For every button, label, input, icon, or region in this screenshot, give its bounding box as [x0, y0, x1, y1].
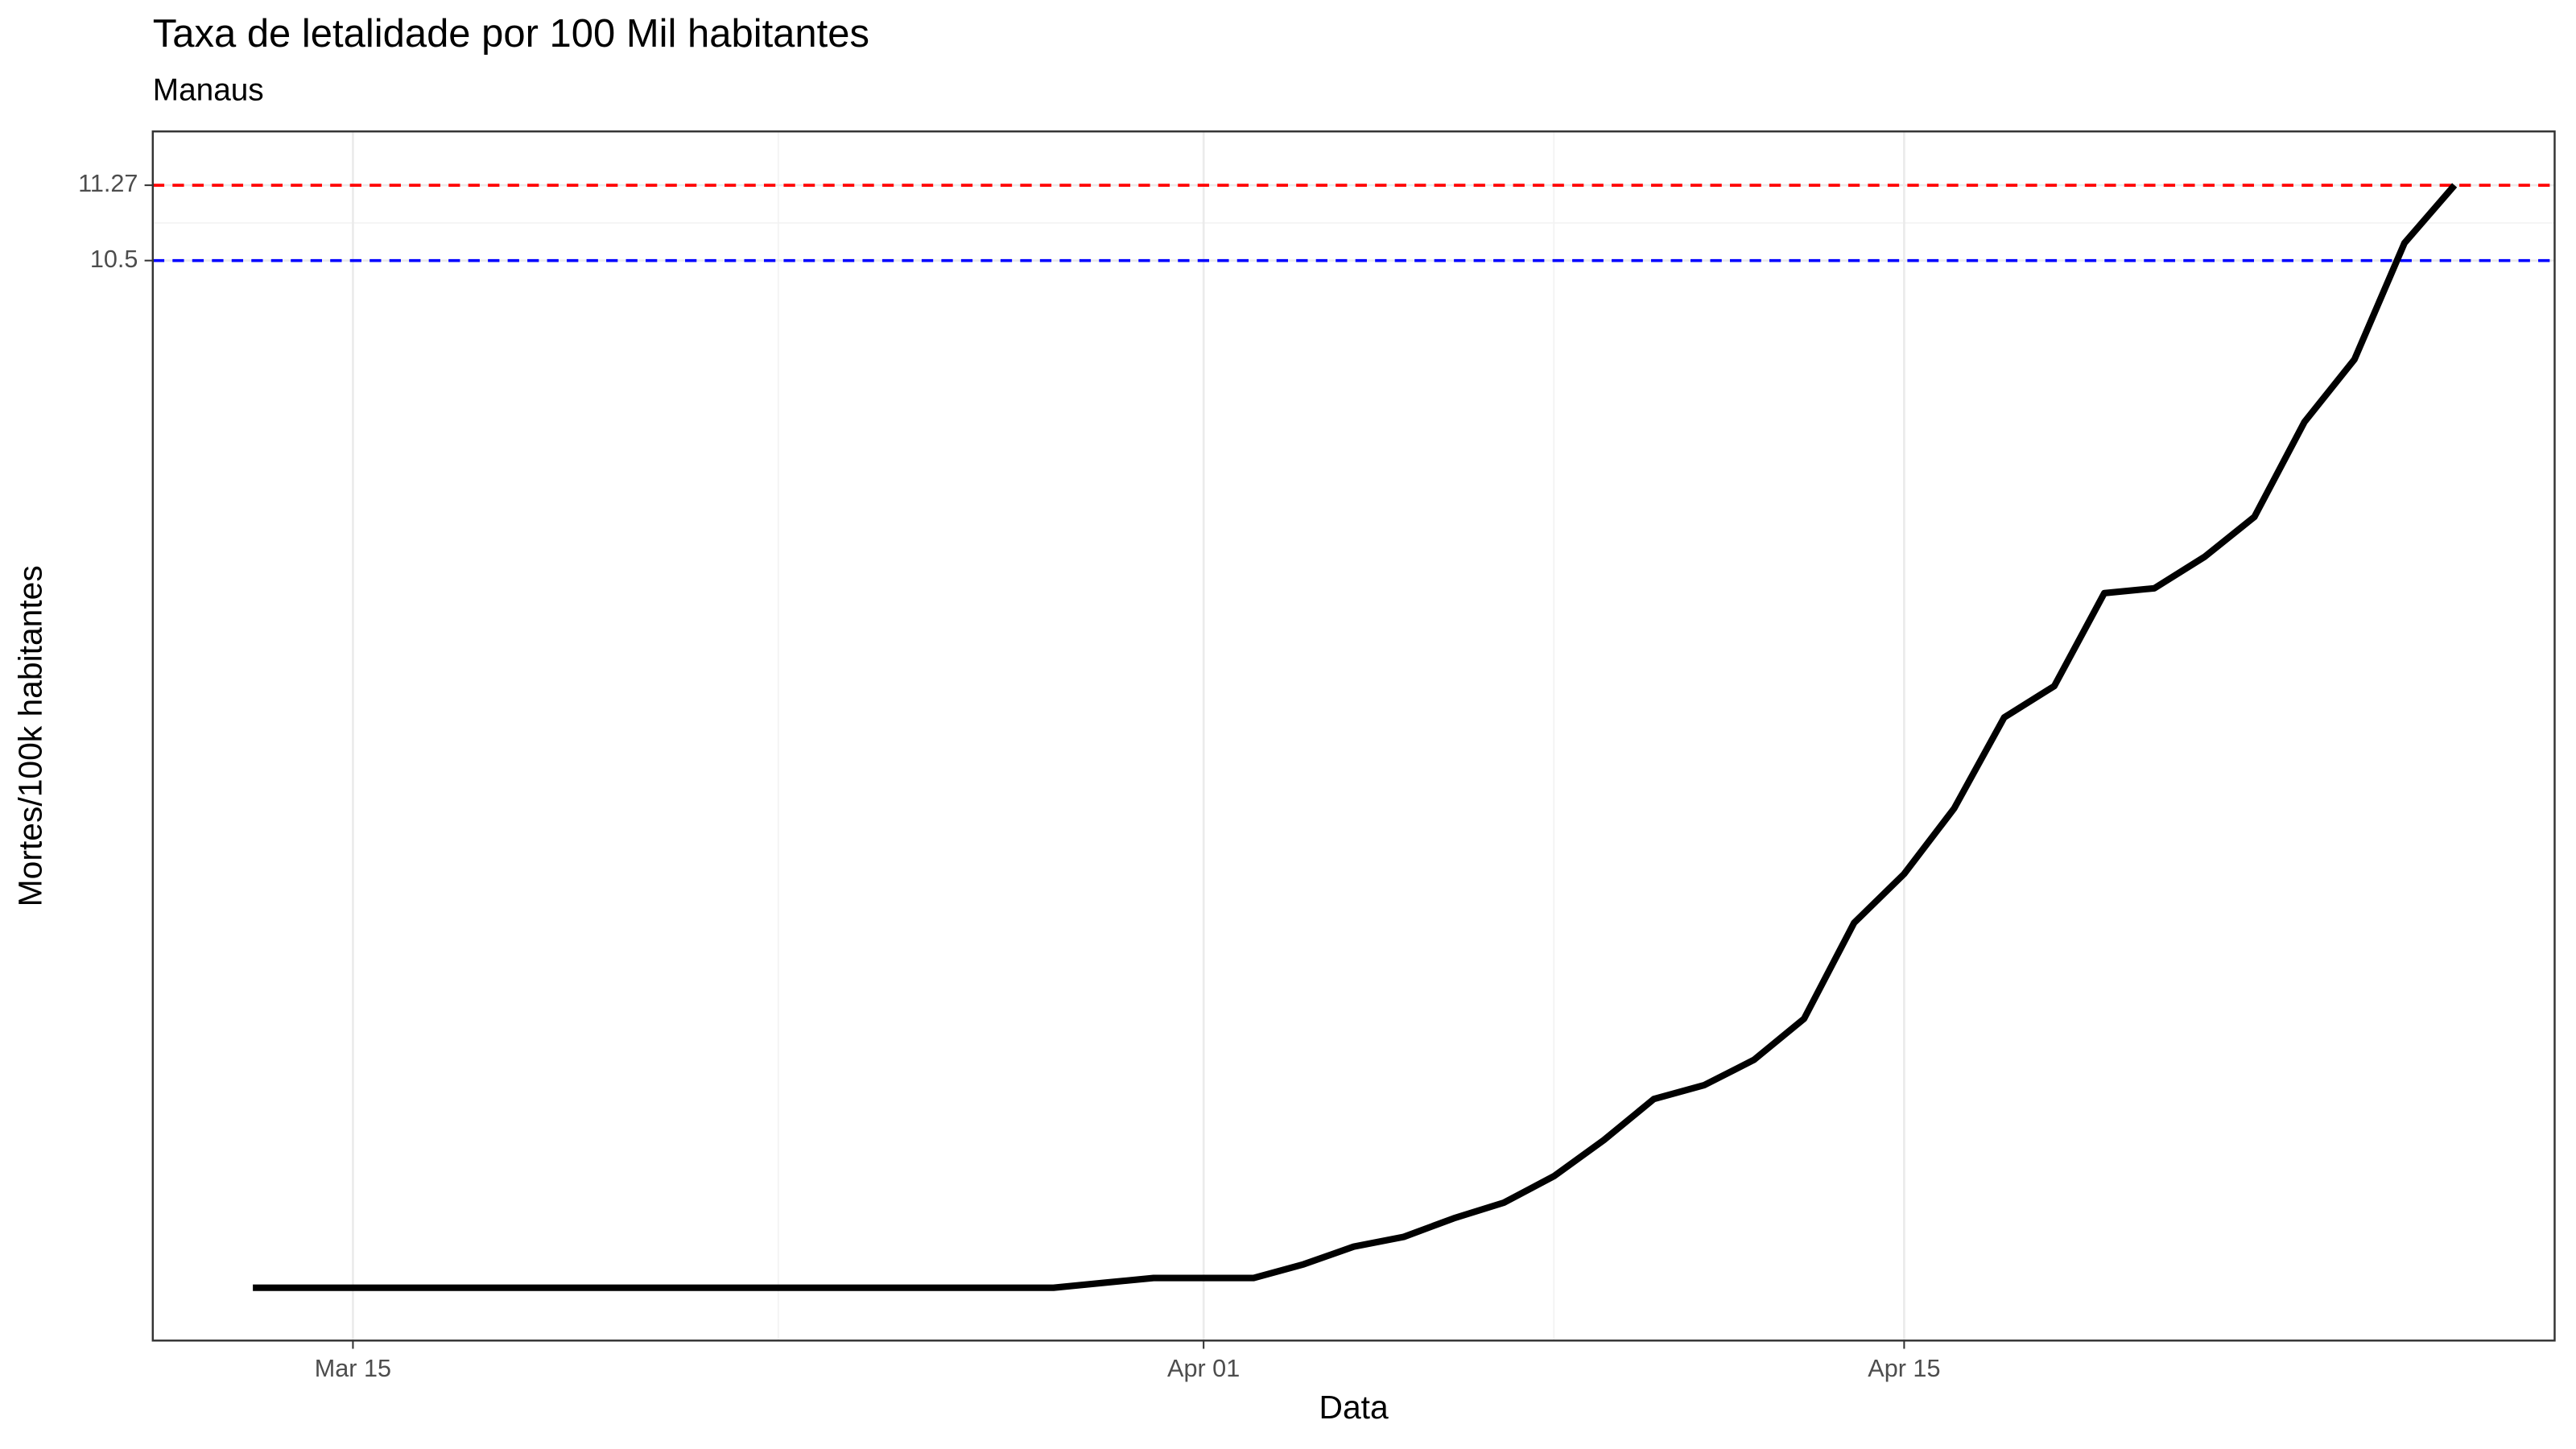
y-axis-label: Mortes/100k habitantes	[12, 565, 49, 906]
x-tick-label: Apr 15	[1868, 1355, 1940, 1382]
x-axis-label: Data	[1319, 1389, 1389, 1426]
chart-subtitle: Manaus	[153, 73, 264, 108]
y-tick-label: 10.5	[90, 246, 138, 273]
x-tick-label: Apr 01	[1167, 1355, 1240, 1382]
chart-title: Taxa de letalidade por 100 Mil habitante…	[153, 12, 869, 56]
x-tick-label: Mar 15	[315, 1355, 391, 1382]
line-series	[253, 183, 2458, 1291]
plot-border	[151, 130, 2556, 1342]
plot-background	[152, 131, 2555, 1341]
y-tick-label: 11.27	[78, 170, 138, 197]
